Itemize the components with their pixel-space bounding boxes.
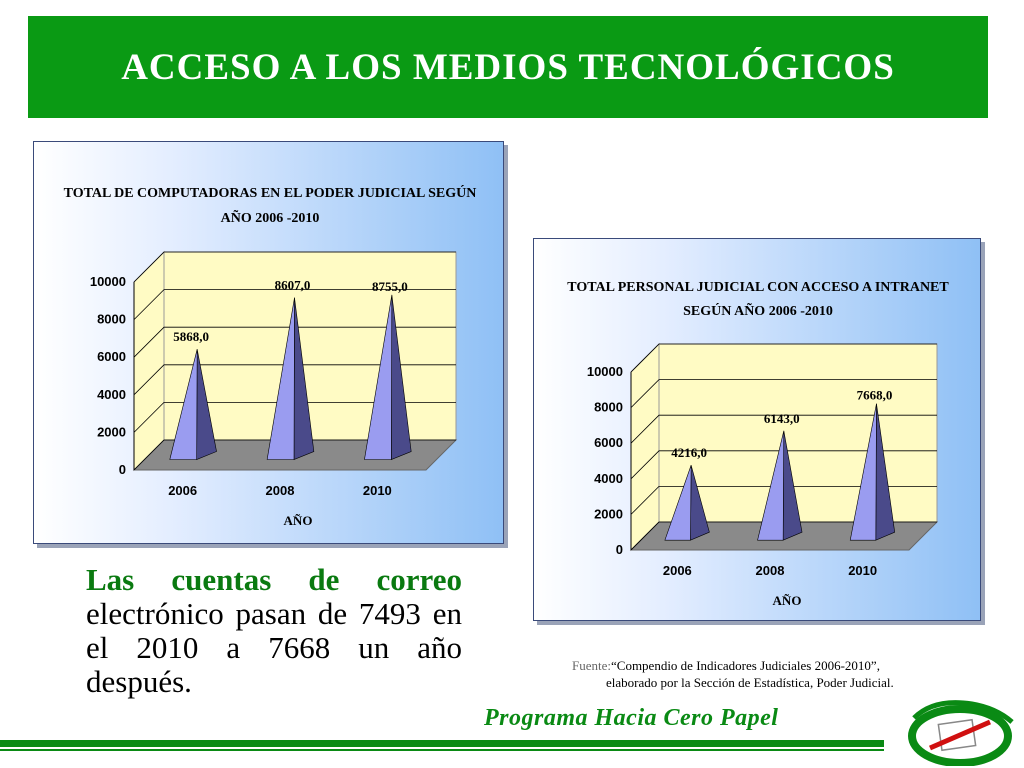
y-tick-label: 0 — [616, 542, 623, 557]
source-label: Fuente: — [572, 658, 611, 673]
x-tick-label: 2010 — [363, 483, 392, 498]
gridline — [630, 450, 937, 480]
plot-side-wall — [630, 342, 660, 552]
y-tick-label: 6000 — [97, 349, 126, 364]
bar-pyramid — [364, 294, 393, 460]
gridline — [133, 439, 456, 471]
plot-back-wall — [658, 343, 938, 523]
y-tick-label: 2000 — [594, 506, 623, 521]
y-tick-label: 4000 — [594, 471, 623, 486]
body-rest-text: electrónico pasan de 7493 en el 2010 a 7… — [86, 596, 462, 699]
source-note: Fuente:“Compendio de Indicadores Judicia… — [572, 657, 894, 691]
footer-program-name: Programa Hacia Cero Papel — [484, 705, 779, 731]
bar-pyramid — [849, 403, 877, 541]
plot-side-wall — [133, 250, 165, 472]
source-line2: elaborado por la Sección de Estadística,… — [606, 675, 894, 690]
source-line1: “Compendio de Indicadores Judiciales 200… — [611, 658, 880, 673]
footer-divider — [0, 740, 884, 747]
title-bar: ACCESO A LOS MEDIOS TECNOLÓGICOS — [28, 16, 988, 118]
gridline — [630, 521, 937, 551]
bar-pyramid — [169, 349, 198, 460]
body-bold-text: Las cuentas de correo — [86, 562, 462, 597]
y-tick-label: 4000 — [97, 387, 126, 402]
data-label: 7668,0 — [857, 388, 893, 403]
bar-pyramid — [266, 297, 295, 460]
y-tick-label: 8000 — [97, 312, 126, 327]
gridline — [133, 364, 456, 396]
chart-title-line1: TOTAL PERSONAL JUDICIAL CON ACCESO A INT… — [567, 280, 949, 295]
chart-intranet: TOTAL PERSONAL JUDICIAL CON ACCESO A INT… — [533, 238, 981, 621]
x-tick-label: 2006 — [663, 563, 692, 578]
x-tick-label: 2008 — [756, 563, 785, 578]
chart-title-line1: TOTAL DE COMPUTADORAS EN EL PODER JUDICI… — [64, 184, 477, 201]
gridline — [630, 414, 937, 444]
data-label: 8607,0 — [275, 278, 311, 293]
x-axis-title: AÑO — [284, 513, 313, 528]
y-tick-label: 10000 — [587, 364, 623, 379]
chart-title-line2: AÑO 2006 -2010 — [221, 208, 320, 226]
y-tick-label: 6000 — [594, 435, 623, 450]
gridline — [630, 343, 937, 373]
x-axis-title: AÑO — [773, 593, 802, 608]
gridline — [133, 401, 456, 433]
chart-intranet-svg: TOTAL PERSONAL JUDICIAL CON ACCESO A INT… — [567, 280, 949, 608]
body-paragraph: Las cuentas de correo electrónico pasan … — [86, 563, 462, 699]
gridline — [133, 326, 456, 358]
x-tick-label: 2008 — [266, 483, 295, 498]
bar-pyramid — [757, 430, 785, 541]
data-label: 6143,0 — [764, 411, 800, 426]
gridline — [630, 485, 937, 515]
y-tick-label: 0 — [119, 462, 126, 477]
chart-title-line2: SEGÚN AÑO 2006 -2010 — [683, 301, 833, 319]
gridline — [630, 379, 937, 408]
chart-computadoras: TOTAL DE COMPUTADORAS EN EL PODER JUDICI… — [33, 141, 504, 544]
data-label: 4216,0 — [671, 445, 707, 460]
gridline — [133, 289, 456, 320]
gridline — [133, 251, 456, 283]
data-label: 8755,0 — [372, 279, 408, 294]
x-tick-label: 2006 — [168, 483, 197, 498]
program-logo-icon — [908, 700, 1014, 766]
y-tick-label: 10000 — [90, 274, 126, 289]
chart-computadoras-svg: TOTAL DE COMPUTADORAS EN EL PODER JUDICI… — [64, 184, 477, 528]
y-tick-label: 8000 — [594, 400, 623, 415]
x-tick-label: 2010 — [848, 563, 877, 578]
bar-pyramid — [664, 465, 692, 541]
data-label: 5868,0 — [173, 329, 209, 344]
y-tick-label: 2000 — [97, 424, 126, 439]
page-title: ACCESO A LOS MEDIOS TECNOLÓGICOS — [121, 46, 895, 88]
footer-divider-thin — [0, 749, 884, 751]
